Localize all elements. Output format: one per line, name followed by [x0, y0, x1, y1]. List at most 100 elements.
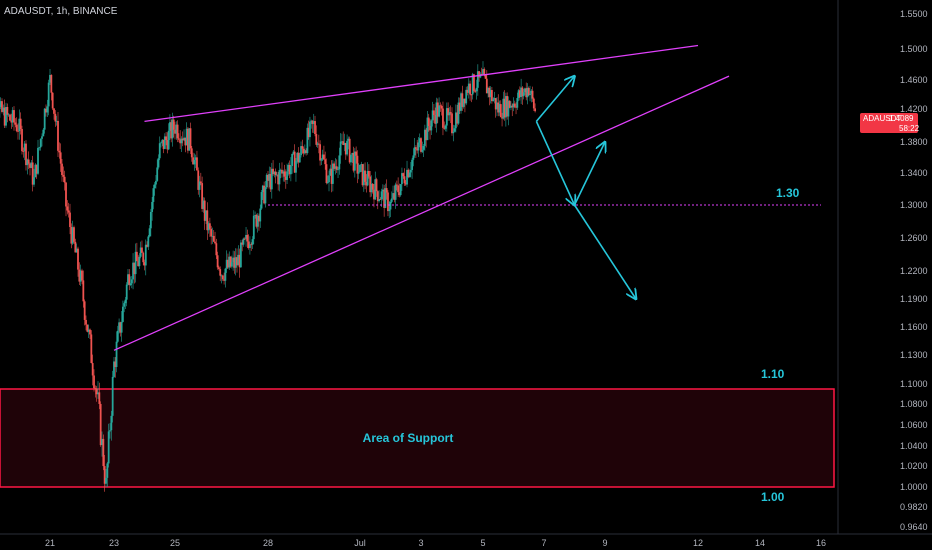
- candle-body: [160, 142, 162, 144]
- candle-body: [13, 110, 15, 123]
- candle-body: [255, 214, 258, 227]
- projection-arrow[interactable]: [535, 76, 574, 122]
- candle-body: [440, 106, 443, 109]
- candle-body: [73, 227, 75, 242]
- candle-body: [417, 142, 420, 151]
- x-tick-label: Jul: [354, 538, 366, 548]
- trendline-upper[interactable]: [144, 44, 699, 123]
- candle-body: [413, 147, 416, 156]
- candle-body: [5, 106, 7, 126]
- price-axis[interactable]: 1.5500 1.5000 1.4600 1.4200 1.3800 1.3400 1.30…: [900, 9, 928, 532]
- projection-arrow[interactable]: [573, 142, 606, 206]
- x-tick-label: 14: [755, 538, 765, 548]
- candle-body: [143, 262, 146, 266]
- candle-body: [6, 106, 9, 115]
- candle-body: [330, 168, 333, 184]
- candle-body: [507, 100, 510, 117]
- candle-body: [123, 303, 126, 307]
- candle-body: [38, 147, 41, 149]
- candle-body: [202, 200, 205, 209]
- y-tick-label: 1.0000: [900, 482, 928, 492]
- candle-body: [350, 154, 352, 163]
- candle-body: [99, 403, 102, 446]
- y-tick-label: 1.0200: [900, 461, 928, 471]
- candle-body: [71, 227, 74, 244]
- candle-body: [22, 151, 25, 152]
- candle-body: [17, 130, 19, 132]
- candle-body: [187, 128, 189, 151]
- candle-body: [331, 163, 334, 184]
- candle-body: [149, 211, 152, 229]
- candle-body: [316, 143, 319, 145]
- candle-body: [239, 242, 242, 268]
- level-label: 1.30: [776, 186, 800, 200]
- candle-body: [420, 138, 422, 152]
- arrow-layer: [535, 76, 637, 299]
- candle-body: [461, 93, 464, 107]
- candle-body: [447, 108, 450, 116]
- candle-body: [66, 206, 69, 211]
- candle-body: [169, 122, 171, 131]
- candle-body: [269, 174, 272, 190]
- support-zone: [0, 388, 835, 488]
- candle-body: [296, 152, 299, 161]
- candle-body: [466, 89, 469, 93]
- candle-body: [339, 141, 342, 156]
- candle-body: [399, 184, 402, 196]
- candle-body: [522, 92, 525, 97]
- candle-body: [254, 214, 256, 216]
- price-badge-box: [860, 113, 918, 133]
- candle-body: [511, 105, 514, 108]
- x-tick-label: 12: [693, 538, 703, 548]
- candle-body: [443, 127, 446, 129]
- candle-body: [510, 105, 512, 108]
- projection-arrow[interactable]: [573, 204, 637, 299]
- candle-body: [102, 438, 105, 467]
- candle-body: [457, 102, 460, 124]
- candle-body: [7, 114, 10, 116]
- candle-body: [449, 112, 452, 114]
- candle-body: [246, 234, 249, 242]
- candle-body: [275, 174, 278, 176]
- time-axis[interactable]: 21 23 25 28 Jul 3 5 7 9 12 14 16: [45, 538, 826, 548]
- candle-body: [218, 267, 220, 270]
- candle-body: [508, 100, 511, 108]
- candle-body: [176, 124, 179, 139]
- candle-body: [128, 274, 131, 285]
- candle-body: [133, 262, 136, 275]
- candle-body: [302, 148, 305, 154]
- candle-body: [162, 139, 165, 149]
- candle-body: [402, 173, 405, 177]
- candle-body: [444, 125, 447, 129]
- candle-body: [63, 176, 66, 183]
- candle-body: [422, 145, 425, 150]
- candle-body: [483, 69, 486, 75]
- candle-body: [167, 130, 170, 150]
- candle-body: [141, 247, 143, 253]
- candle-body: [224, 268, 227, 281]
- candle-body: [376, 191, 379, 202]
- candle-body: [320, 159, 323, 161]
- candle-body: [268, 174, 271, 181]
- trendline-lower[interactable]: [113, 75, 730, 351]
- candle-body: [85, 319, 87, 325]
- candle-body: [111, 376, 114, 416]
- candle-body: [273, 171, 276, 175]
- candle-body: [62, 175, 65, 177]
- candle-body: [229, 256, 232, 267]
- candle-body: [19, 118, 22, 130]
- candle-body: [58, 150, 61, 153]
- candle-body: [498, 104, 501, 113]
- candle-body: [415, 147, 417, 149]
- candle-body: [35, 164, 38, 174]
- candle-body: [249, 244, 251, 249]
- candle-body: [9, 114, 11, 121]
- candle-body: [256, 215, 259, 227]
- candle-body: [448, 112, 451, 116]
- candle-body: [77, 248, 79, 270]
- candle-body: [67, 210, 70, 213]
- candle-body: [233, 257, 236, 268]
- projection-arrow[interactable]: [535, 121, 574, 205]
- candle-body: [492, 99, 495, 102]
